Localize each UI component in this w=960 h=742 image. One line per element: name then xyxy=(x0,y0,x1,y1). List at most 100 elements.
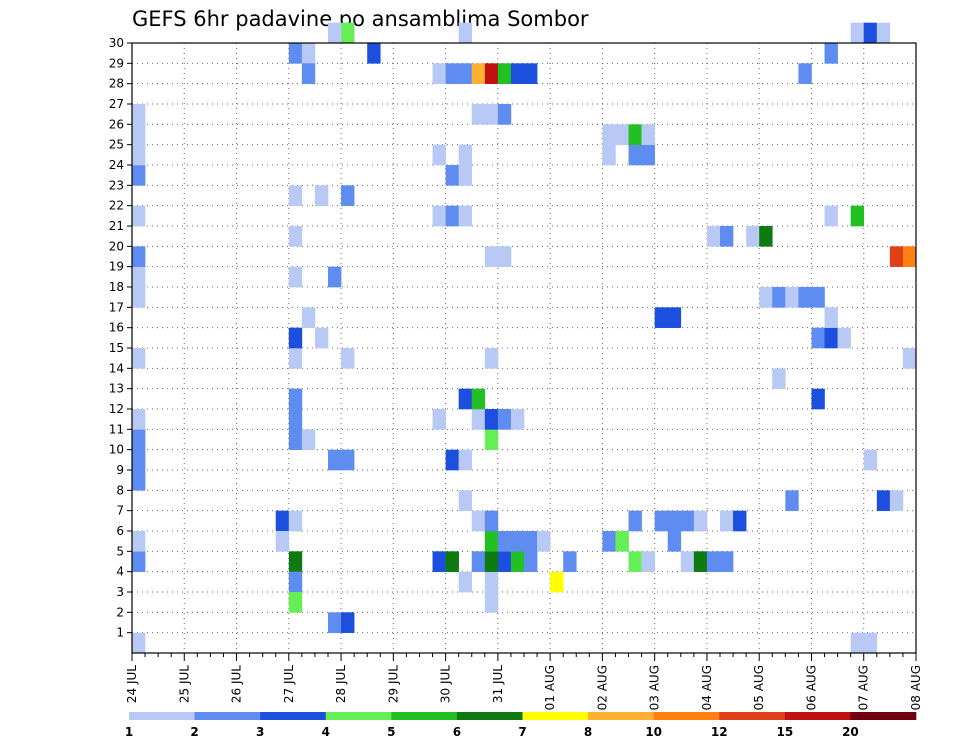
y-tick-label: 30 xyxy=(109,36,124,50)
heatmap-cell xyxy=(341,348,355,369)
heatmap-cell xyxy=(615,531,629,552)
heatmap-cell xyxy=(458,144,473,166)
heatmap-cell xyxy=(863,22,878,44)
colorbar-label: 7 xyxy=(518,725,526,739)
x-tick-label: 02 AUG xyxy=(595,665,609,710)
colorbar-label: 3 xyxy=(256,725,264,739)
heatmap-cell xyxy=(602,531,616,552)
heatmap-cell xyxy=(458,388,473,410)
heatmap-cell xyxy=(132,124,146,145)
heatmap-cell xyxy=(471,551,486,572)
heatmap-cell xyxy=(288,510,303,532)
heatmap-cells xyxy=(132,22,917,654)
heatmap-cell xyxy=(641,144,655,166)
heatmap-cell xyxy=(328,266,342,288)
heatmap-cell xyxy=(484,592,499,613)
heatmap-cell xyxy=(484,429,499,450)
colorbar-label: 6 xyxy=(453,725,461,739)
heatmap-cell xyxy=(132,531,146,552)
heatmap-cell xyxy=(132,287,146,308)
heatmap-cell xyxy=(785,490,799,511)
heatmap-cell xyxy=(471,409,486,430)
heatmap-cell xyxy=(510,531,525,552)
heatmap-cell xyxy=(876,22,891,44)
colorbar-swatch xyxy=(325,712,392,720)
colorbar-label: 1 xyxy=(125,725,133,739)
y-tick-label: 26 xyxy=(109,117,124,131)
heatmap-cell xyxy=(602,144,616,166)
heatmap-cell xyxy=(537,531,551,552)
heatmap-cell xyxy=(288,571,303,593)
heatmap-cell xyxy=(524,63,538,84)
y-tick-label: 22 xyxy=(109,199,124,213)
colorbar-label: 5 xyxy=(387,725,395,739)
colorbar-swatch xyxy=(194,712,261,720)
y-tick-label: 19 xyxy=(109,260,124,274)
heatmap-cell xyxy=(497,409,512,430)
colorbar-label: 10 xyxy=(645,725,662,739)
y-tick-label: 1 xyxy=(116,626,124,640)
x-tick-label: 07 AUG xyxy=(857,665,871,710)
heatmap-cell xyxy=(798,287,812,308)
colorbar-label: 4 xyxy=(322,725,330,739)
colorbar-swatch xyxy=(522,712,589,720)
colorbar-label: 2 xyxy=(190,725,198,739)
heatmap-cell xyxy=(510,551,525,572)
heatmap-cell xyxy=(484,510,499,532)
colorbar-label: 20 xyxy=(842,725,859,739)
heatmap-cell xyxy=(314,327,329,349)
heatmap-cell xyxy=(301,43,316,64)
heatmap-cell xyxy=(667,531,682,552)
heatmap-cell xyxy=(902,348,917,369)
heatmap-cell xyxy=(288,388,303,410)
heatmap-cell xyxy=(628,144,642,166)
heatmap-cell xyxy=(484,348,499,369)
y-tick-label: 29 xyxy=(109,56,124,70)
y-tick-label: 16 xyxy=(109,321,124,335)
heatmap-cell xyxy=(798,63,812,84)
heatmap-cell xyxy=(288,348,303,369)
heatmap-cell xyxy=(720,551,734,572)
y-tick-label: 7 xyxy=(116,504,124,518)
heatmap-cell xyxy=(458,571,473,593)
y-tick-label: 10 xyxy=(109,443,124,457)
heatmap-cell xyxy=(314,185,329,206)
heatmap-cell xyxy=(288,226,303,247)
heatmap-cell xyxy=(288,185,303,206)
colorbar-swatch xyxy=(653,712,720,720)
heatmap-cell xyxy=(850,205,865,227)
x-tick-label: 06 AUG xyxy=(804,665,818,710)
heatmap-cell xyxy=(301,63,316,84)
heatmap-cell xyxy=(432,63,446,84)
y-tick-label: 21 xyxy=(109,219,124,233)
x-tick-label: 26 JUL xyxy=(230,665,244,703)
y-tick-label: 8 xyxy=(116,483,124,497)
heatmap-cell xyxy=(497,246,512,267)
heatmap-cell xyxy=(471,510,486,532)
heatmap-cell xyxy=(132,348,146,369)
x-tick-label: 24 JUL xyxy=(125,665,139,703)
heatmap-cell xyxy=(563,551,577,572)
heatmap-cell xyxy=(706,226,721,247)
x-tick-label: 04 AUG xyxy=(700,665,714,710)
heatmap-cell xyxy=(328,449,342,471)
heatmap-cell xyxy=(811,327,825,349)
heatmap-cell xyxy=(445,165,459,186)
heatmap-cell xyxy=(524,551,538,572)
colorbar-swatch xyxy=(784,712,851,720)
colorbar-label: 8 xyxy=(584,725,592,739)
x-tick-label: 27 JUL xyxy=(282,665,296,703)
heatmap-cell xyxy=(654,307,669,328)
heatmap-cell xyxy=(850,632,865,654)
heatmap-cell xyxy=(132,104,146,125)
heatmap-cell xyxy=(288,409,303,430)
x-tick-label: 30 JUL xyxy=(439,665,453,703)
heatmap-cell xyxy=(288,266,303,288)
heatmap-cell xyxy=(667,307,682,328)
colorbar: 1 2 3 4 5 6 7 8 10 12 15 20 xyxy=(125,712,917,739)
heatmap-cell xyxy=(432,409,446,430)
y-tick-label: 15 xyxy=(109,341,124,355)
heatmap-cell xyxy=(471,388,486,410)
colorbar-swatch xyxy=(391,712,458,720)
heatmap-cell xyxy=(132,246,146,267)
